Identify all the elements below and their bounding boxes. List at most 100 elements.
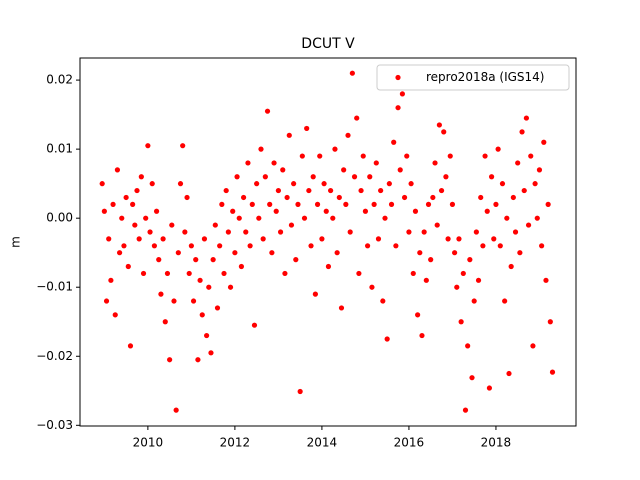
point [360, 153, 366, 159]
point [267, 201, 273, 207]
point [391, 139, 397, 145]
point [282, 270, 288, 277]
point [232, 250, 238, 256]
point [110, 201, 116, 207]
point [395, 105, 401, 111]
point [138, 174, 144, 180]
point [441, 129, 447, 135]
point [543, 277, 549, 283]
point [291, 181, 297, 187]
point [188, 243, 194, 249]
point [143, 215, 149, 221]
point [504, 215, 510, 221]
point [388, 201, 395, 207]
point [284, 194, 290, 201]
point [386, 181, 392, 187]
point [221, 270, 227, 277]
point [480, 243, 486, 249]
point [517, 250, 523, 256]
point [456, 236, 462, 242]
point [323, 208, 329, 214]
point [399, 91, 405, 97]
point [301, 215, 308, 221]
point [356, 270, 362, 277]
point [493, 201, 499, 207]
point [499, 181, 506, 187]
point [201, 236, 208, 242]
point [245, 160, 251, 166]
point [262, 174, 268, 180]
point [214, 305, 221, 311]
point [314, 201, 321, 207]
point [506, 370, 512, 377]
point [275, 187, 281, 194]
point [406, 229, 412, 235]
point [458, 319, 464, 325]
point [452, 250, 458, 256]
point [545, 201, 551, 207]
point [240, 194, 247, 201]
point [162, 319, 168, 325]
y-tick-label: −0.02 [36, 349, 73, 363]
point [532, 181, 538, 187]
point [317, 153, 323, 159]
point [512, 229, 519, 235]
point [354, 115, 360, 121]
point [173, 407, 179, 413]
point [312, 291, 318, 297]
point [136, 236, 142, 242]
point [412, 208, 419, 214]
point [112, 312, 118, 318]
point [321, 181, 327, 187]
point [184, 194, 190, 201]
point [338, 305, 345, 311]
point [175, 250, 181, 256]
point [449, 201, 456, 207]
point [299, 153, 305, 159]
point [528, 153, 534, 159]
point [486, 385, 493, 391]
point [515, 160, 521, 166]
point [254, 181, 260, 187]
point [425, 201, 432, 207]
point [471, 298, 477, 304]
point [140, 270, 147, 277]
x-tick-label: 2012 [220, 436, 251, 450]
point [541, 139, 547, 145]
point [438, 187, 445, 194]
point [156, 257, 162, 263]
point [375, 236, 382, 242]
point [293, 257, 299, 263]
point [123, 194, 129, 201]
point [158, 291, 164, 297]
plot-frame [79, 57, 577, 427]
point [195, 357, 201, 363]
point [482, 153, 488, 159]
point [286, 132, 292, 138]
point [325, 263, 332, 270]
point [510, 194, 516, 201]
point [258, 146, 264, 152]
point [430, 194, 436, 201]
point [308, 243, 314, 249]
point [280, 167, 286, 173]
point [521, 187, 527, 194]
x-tick-label: 2014 [307, 436, 338, 450]
point [421, 229, 427, 235]
point [349, 70, 355, 76]
point [384, 336, 390, 342]
point [171, 298, 177, 304]
point [393, 243, 399, 249]
point [169, 222, 175, 228]
point [382, 215, 388, 221]
point [347, 229, 353, 235]
chart-title: DCUT V [301, 36, 355, 52]
point [127, 343, 134, 349]
point [328, 187, 334, 194]
point [114, 167, 121, 173]
point [160, 236, 166, 242]
point [249, 201, 255, 207]
point [336, 194, 342, 201]
point [404, 153, 410, 159]
point [236, 215, 242, 221]
